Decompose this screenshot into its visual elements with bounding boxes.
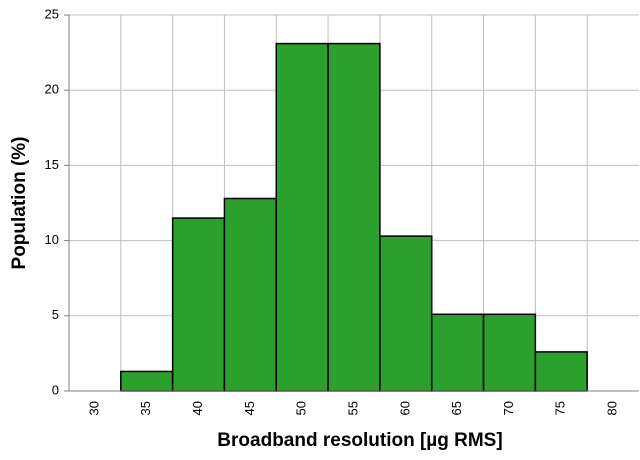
bar bbox=[275, 42, 329, 392]
x-tick-label: 45 bbox=[242, 401, 257, 415]
y-axis-title: Population (%) bbox=[9, 137, 30, 270]
bar bbox=[327, 42, 381, 392]
y-tick-label: 15 bbox=[45, 157, 59, 172]
x-tick-label: 30 bbox=[86, 401, 101, 415]
x-tick-label: 60 bbox=[397, 401, 412, 415]
bar bbox=[379, 235, 433, 392]
x-tick-label: 55 bbox=[345, 401, 360, 415]
bar bbox=[171, 217, 226, 392]
x-tick-label: 65 bbox=[449, 401, 464, 415]
x-axis-title: Broadband resolution [µg RMS] bbox=[217, 430, 502, 451]
bar bbox=[482, 313, 537, 392]
bar bbox=[223, 197, 278, 392]
x-tick-label: 35 bbox=[138, 401, 153, 415]
bar bbox=[430, 313, 485, 392]
y-tick-label: 20 bbox=[45, 82, 59, 97]
x-tick-label: 40 bbox=[190, 401, 205, 415]
y-tick-label: 5 bbox=[52, 307, 59, 322]
y-tick-label: 25 bbox=[45, 6, 59, 21]
x-tick-label: 80 bbox=[605, 401, 620, 415]
x-tick-label: 50 bbox=[294, 401, 309, 415]
bar bbox=[534, 351, 588, 392]
bar bbox=[120, 370, 174, 392]
x-tick-label: 70 bbox=[501, 401, 516, 415]
y-tick-label: 0 bbox=[52, 382, 59, 397]
x-tick-label: 75 bbox=[553, 401, 568, 415]
y-tick-label: 10 bbox=[45, 232, 59, 247]
